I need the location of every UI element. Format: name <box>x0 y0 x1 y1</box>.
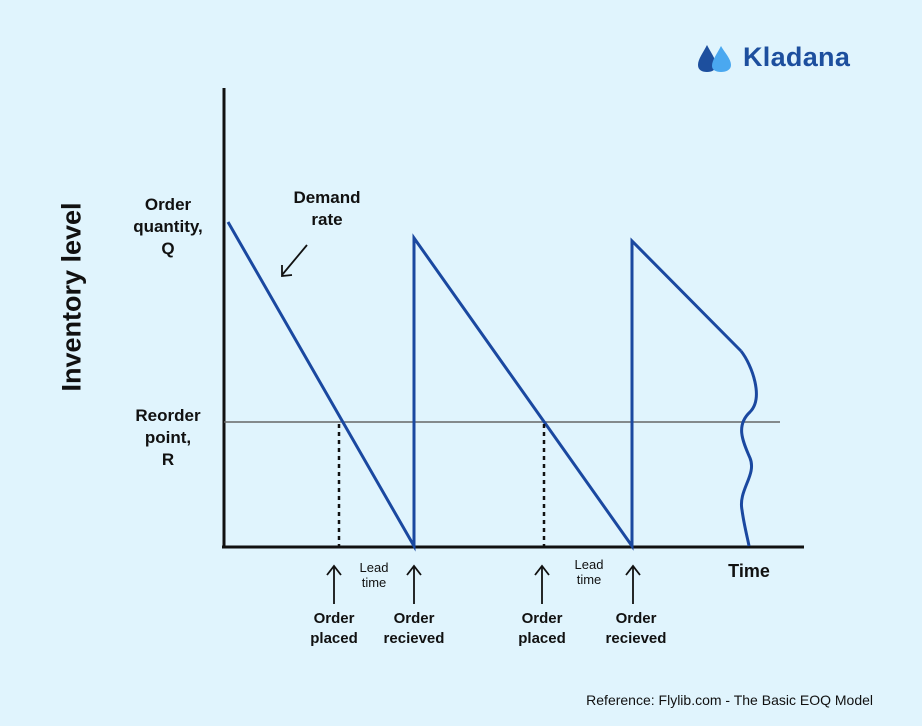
order-placed-label: Order placed <box>518 610 566 647</box>
order-quantity-label: Order quantity, Q <box>133 195 203 259</box>
brand: Kladana <box>697 42 850 73</box>
order-placed-label: Order placed <box>310 610 358 647</box>
demand-rate-label: Demand rate <box>293 188 361 230</box>
order-received-label: Order recieved <box>383 610 445 647</box>
arrow-up-icon <box>326 564 342 604</box>
inventory-level-line <box>226 221 743 552</box>
reorder-point-label: Reorder point, R <box>135 406 201 470</box>
arrow-up-icon <box>534 564 550 604</box>
reference-note: Reference: Flylib.com - The Basic EOQ Mo… <box>586 692 873 708</box>
arrow-up-icon <box>406 564 422 604</box>
lead-time-label: Lead time <box>574 557 604 587</box>
lead-time-label: Lead time <box>359 560 389 590</box>
arrow-up-icon <box>625 564 641 604</box>
x-axis-label: Time <box>728 561 770 581</box>
order-received-label: Order recieved <box>605 610 667 647</box>
kladana-drops-logo-icon <box>698 44 731 72</box>
demand-rate-arrow-icon <box>281 244 308 277</box>
inventory-wavy-tail <box>739 350 758 547</box>
y-axis-label: Inventory level <box>56 202 87 392</box>
brand-name: Kladana <box>743 42 851 72</box>
